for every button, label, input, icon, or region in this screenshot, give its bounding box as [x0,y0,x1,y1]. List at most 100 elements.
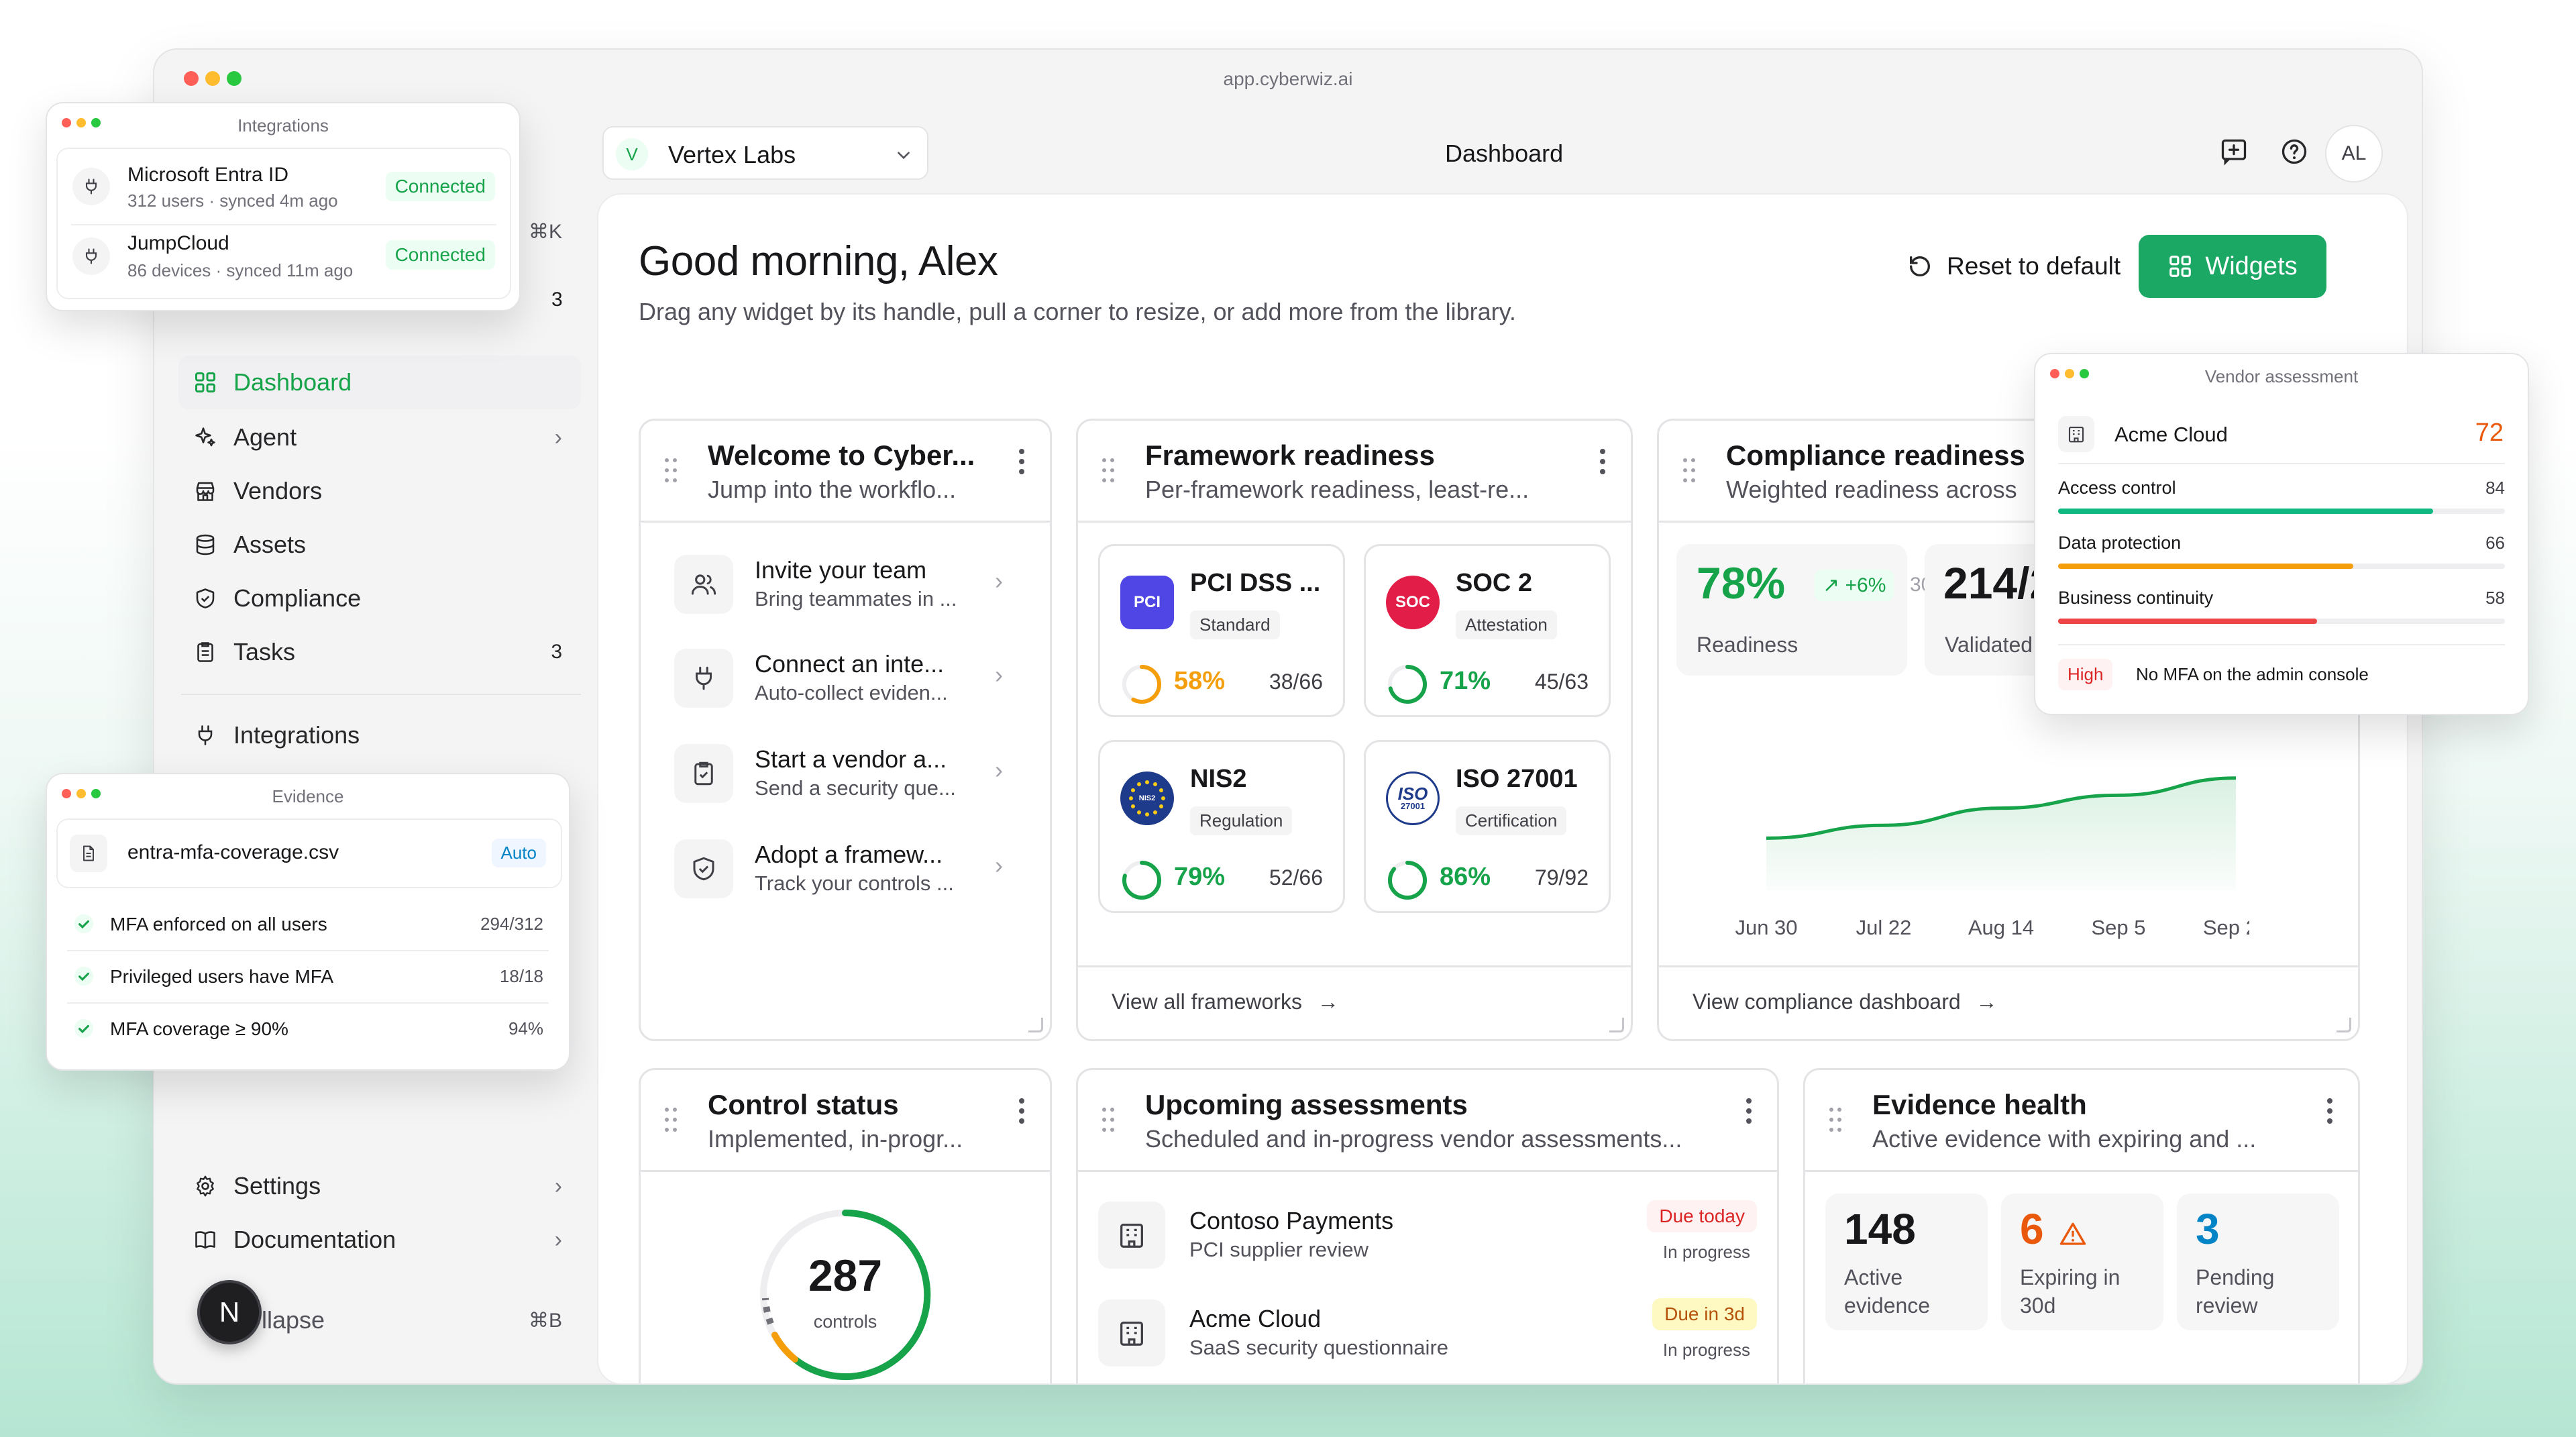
workspace-switcher[interactable]: V Vertex Labs [602,126,928,180]
resize-handle[interactable] [1609,1018,1624,1032]
close-dot[interactable] [184,71,199,86]
sidebar-item-dashboard[interactable]: Dashboard [178,356,581,409]
drag-handle-icon[interactable] [665,1108,677,1132]
resize-handle[interactable] [2337,1018,2351,1032]
warning-icon [2059,1222,2086,1245]
widget-title: Control status [708,1089,899,1120]
readiness-label: Readiness [1697,633,1799,657]
assessment-type: PCI supplier review [1189,1238,1369,1261]
divider [71,224,496,225]
expiring-evidence-stat[interactable]: 6 Expiring in 30d [2001,1193,2163,1330]
framework-type-tag: Certification [1456,806,1567,835]
framework-percent: 79% [1174,863,1226,891]
widget-header: Upcoming assessments Scheduled and in-pr… [1078,1070,1777,1172]
readiness-value: 78% [1697,558,1786,608]
users-icon [674,555,733,614]
welcome-item-framework[interactable]: Adopt a framew... Track your controls ..… [674,831,1016,905]
widget-subtitle: Scheduled and in-progress vendor assessm… [1145,1125,1682,1153]
help-icon[interactable] [2279,137,2309,166]
upcoming-assessments-widget: Upcoming assessments Scheduled and in-pr… [1076,1068,1779,1383]
framework-name: PCI DSS ... [1190,569,1321,597]
widget-subtitle: Weighted readiness across [1726,476,2017,503]
more-menu-icon[interactable] [1746,1098,1753,1124]
score-bars: Access control 84 Data protection 66 Busines… [2058,474,2505,624]
view-all-frameworks-link[interactable]: View all frameworks → [1112,990,1339,1014]
controls-total: 287 [808,1250,883,1300]
widget-title: Upcoming assessments [1145,1089,1468,1120]
widgets-label: Widgets [2205,252,2298,280]
stat-label: Expiring in 30d [2020,1265,2121,1318]
address-bar[interactable]: app.cyberwiz.ai [1223,68,1353,89]
database-icon [192,531,219,558]
drag-handle-icon[interactable] [1102,1108,1114,1132]
assessment-row[interactable]: Acme Cloud SaaS security questionnaire D… [1098,1295,1757,1369]
welcome-item-vendor[interactable]: Start a vendor a... Send a security que.… [674,736,1016,810]
chevron-right-icon: › [554,424,562,450]
drag-handle-icon[interactable] [1102,458,1114,482]
welcome-item-connect[interactable]: Connect an inte... Auto-collect eviden..… [674,641,1016,714]
control-status-widget: Control status Implemented, in-progr... … [639,1068,1052,1383]
welcome-item-invite[interactable]: Invite your team Bring teammates in ... … [674,547,1016,621]
minimize-dot[interactable] [205,71,220,86]
more-menu-icon[interactable] [1019,449,1026,474]
drag-handle-icon[interactable] [665,458,677,482]
stat-value: 6 [2020,1205,2044,1253]
sidebar-item-label: Documentation [233,1226,396,1253]
item-title: Start a vendor a... [755,745,947,773]
sidebar-top-count: 3 [551,288,563,311]
collapse-button[interactable]: llapse ⌘B [178,1293,581,1347]
floating-avatar[interactable]: N [197,1280,262,1344]
score-label: Access control [2058,478,2176,498]
framework-name: ISO 27001 [1456,765,1578,793]
score-bar-row: Data protection 66 [2058,529,2505,582]
evidence-check-row: Privileged users have MFA 18/18 [67,954,549,1004]
feedback-icon[interactable] [2219,137,2249,166]
integration-name: JumpCloud [127,232,229,254]
framework-card[interactable]: PCI PCI DSS ... Standard 58% 38/66 [1098,544,1345,717]
widgets-button[interactable]: Widgets [2139,235,2326,298]
sidebar-item-label: Vendors [233,477,323,504]
sidebar-divider [181,694,581,695]
more-menu-icon[interactable] [2327,1098,2334,1124]
sidebar-item-compliance[interactable]: Compliance [178,572,581,625]
active-evidence-stat[interactable]: 148 Active evidence [1825,1193,1988,1330]
integration-row[interactable]: Microsoft Entra ID 312 users · synced 4m… [58,149,510,224]
resize-handle[interactable] [1028,1018,1043,1032]
framework-card[interactable]: NIS2 NIS2 Regulation 79% 52/66 [1098,740,1345,913]
user-avatar[interactable]: AL [2325,125,2383,182]
collapse-shortcut: ⌘B [528,1309,562,1332]
sidebar-item-tasks[interactable]: Tasks 3 [178,625,581,679]
score-bar-row: Access control 84 [2058,474,2505,527]
sidebar-item-documentation[interactable]: Documentation › [178,1213,581,1267]
integration-row[interactable]: JumpCloud 86 devices · synced 11m ago Co… [58,225,510,301]
assessment-row[interactable]: Contoso Payments PCI supplier review Due… [1098,1198,1757,1271]
framework-card[interactable]: SOC SOC 2 Attestation 71% 45/63 [1364,544,1611,717]
sidebar-item-label: Integrations [233,721,360,749]
more-menu-icon[interactable] [1600,449,1607,474]
workspace-avatar: V [616,138,648,170]
more-menu-icon[interactable] [1019,1098,1026,1124]
sidebar-item-integrations[interactable]: Integrations [178,708,581,762]
status-badge: Connected [385,240,495,270]
reset-button[interactable]: Reset to default [1907,235,2121,298]
sidebar-item-assets[interactable]: Assets [178,518,581,572]
score-value: 58 [2485,588,2505,608]
pending-review-stat[interactable]: 3 Pending review [2177,1193,2339,1330]
progress-ring [1122,665,1161,704]
validated-label: Validated [1945,633,2033,657]
score-track [2058,509,2505,514]
drag-handle-icon[interactable] [1829,1108,1841,1132]
drag-handle-icon[interactable] [1683,458,1695,482]
view-compliance-dashboard-link[interactable]: View compliance dashboard → [1693,990,1998,1014]
control-status-donut [760,1209,931,1380]
chevron-right-icon: › [995,567,1003,594]
sidebar-item-settings[interactable]: Settings › [178,1159,581,1213]
sidebar-item-vendors[interactable]: Vendors [178,464,581,518]
framework-card[interactable]: ISO 27001 ISO 27001 Certification 86% 79… [1364,740,1611,913]
sidebar-item-agent[interactable]: Agent › [178,411,581,464]
framework-ratio: 38/66 [1269,670,1323,694]
gear-icon [192,1173,219,1200]
evidence-file-row[interactable]: entra-mfa-coverage.csv Auto [56,818,562,888]
iso-logo-text: ISO [1397,784,1428,804]
zoom-dot[interactable] [227,71,241,86]
